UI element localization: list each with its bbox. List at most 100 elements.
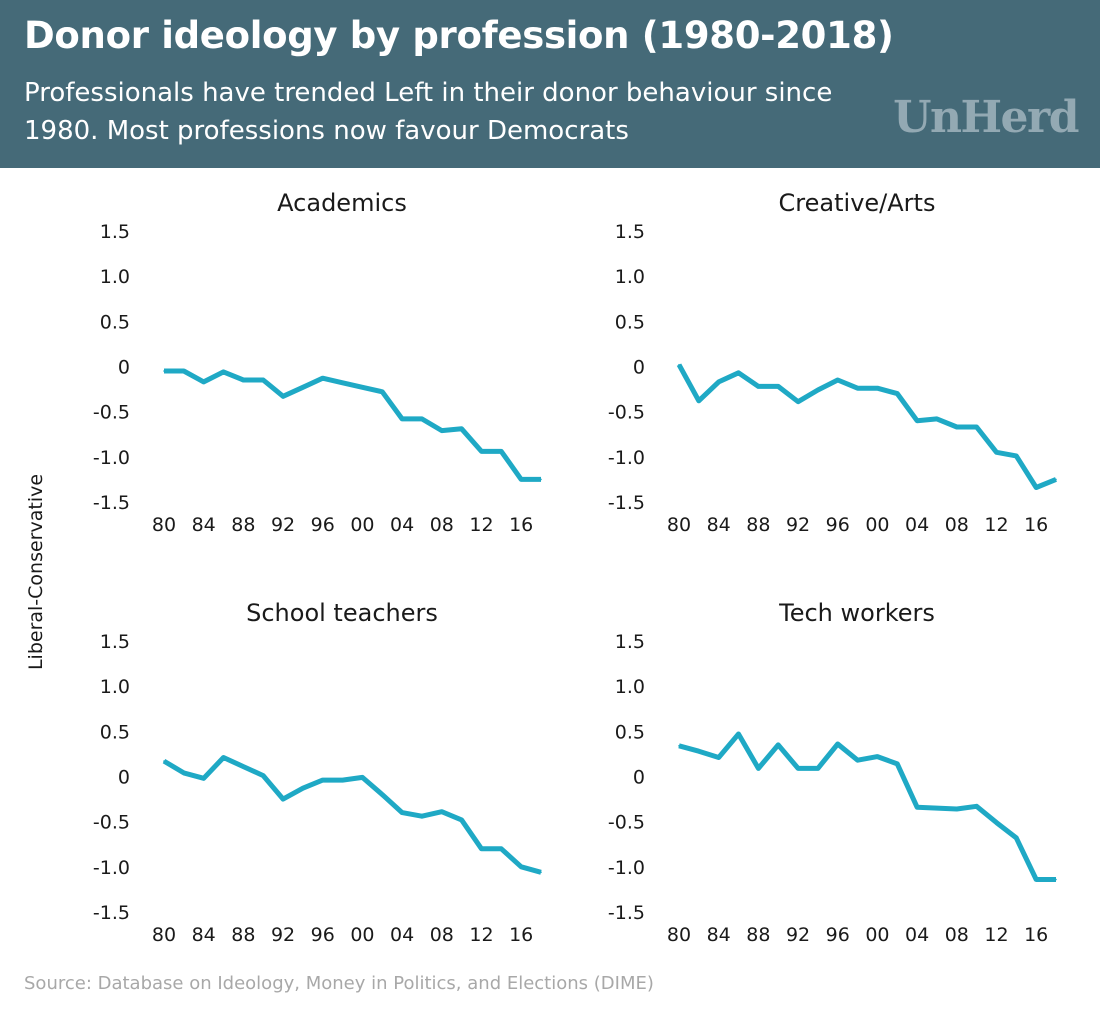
x-tick-label: 00 <box>350 514 374 536</box>
data-point <box>975 805 978 808</box>
y-axis-label: Liberal-Conservative <box>25 473 47 671</box>
data-point <box>1015 837 1018 839</box>
x-tick-label: 84 <box>707 514 731 536</box>
data-point <box>441 429 443 432</box>
y-tick-label: 0 <box>118 357 130 379</box>
data-point <box>836 743 839 745</box>
data-point <box>1055 878 1057 881</box>
data-point <box>381 793 384 796</box>
data-point <box>540 871 542 874</box>
y-tick-label: -1.5 <box>93 492 130 514</box>
data-point <box>975 426 978 428</box>
data-point <box>698 750 700 752</box>
y-tick-label: 1.0 <box>100 266 130 288</box>
y-tick-label: 1.5 <box>100 221 130 243</box>
data-point <box>421 418 423 420</box>
y-tick-label: 0.5 <box>615 721 645 743</box>
data-point <box>500 848 503 850</box>
data-point <box>817 767 819 770</box>
y-tick-label: 1.0 <box>615 676 645 698</box>
data-point <box>757 385 760 388</box>
y-tick-label: -1.5 <box>608 902 645 924</box>
data-point <box>222 371 225 373</box>
chart-title-academics: Academics <box>277 189 407 217</box>
data-point <box>262 379 264 381</box>
data-point <box>737 372 740 374</box>
y-tick-label: 0.5 <box>100 721 130 743</box>
data-point <box>757 767 760 770</box>
x-tick-label: 80 <box>667 924 691 946</box>
x-tick-label: 16 <box>509 514 533 536</box>
x-tick-label: 96 <box>311 924 335 946</box>
x-tick-label: 92 <box>271 514 295 536</box>
y-tick-label: 0 <box>633 767 645 789</box>
data-point <box>183 772 185 774</box>
data-point <box>817 389 819 391</box>
series-line-creative-arts <box>676 363 1057 490</box>
x-tick-label: 88 <box>231 924 255 946</box>
x-tick-label: 80 <box>152 924 176 946</box>
x-tick-label: 96 <box>826 924 850 946</box>
x-tick-label: 88 <box>746 924 770 946</box>
chart-svg-tech-workers: Tech workers 1.5 1.0 0.5 0 -0.5 -1.0 -1.5 80 84 88… <box>608 599 1057 946</box>
x-tick-label: 12 <box>984 514 1008 536</box>
data-point <box>856 759 859 761</box>
data-point <box>381 391 384 393</box>
x-tick-label: 08 <box>430 924 454 946</box>
data-point <box>1055 478 1057 481</box>
data-point <box>1035 878 1037 881</box>
data-point <box>460 428 463 430</box>
y-tick-label: -0.5 <box>93 812 130 834</box>
data-point <box>896 392 899 395</box>
chart-title-tech-workers: Tech workers <box>778 599 935 627</box>
data-point <box>956 426 958 428</box>
x-tick-label: 08 <box>430 514 454 536</box>
x-tick-label: 84 <box>192 924 216 946</box>
data-point <box>480 848 483 850</box>
x-tick-label: 96 <box>311 514 335 536</box>
x-tick-label: 12 <box>469 514 493 536</box>
data-point <box>678 363 680 366</box>
y-tick-label: -1.0 <box>93 857 130 879</box>
data-point <box>876 387 879 389</box>
data-point <box>876 755 879 758</box>
y-tick-label: -1.0 <box>93 447 130 469</box>
data-point <box>401 811 403 814</box>
chart-title-school-teachers: School teachers <box>246 599 438 627</box>
data-point <box>717 381 720 383</box>
y-tick-label: -1.0 <box>608 447 645 469</box>
data-point <box>480 450 483 453</box>
data-point <box>916 419 918 422</box>
data-point <box>956 808 958 810</box>
data-point <box>995 821 998 824</box>
data-point <box>302 386 304 389</box>
data-point <box>242 379 245 381</box>
x-tick-label: 08 <box>945 924 969 946</box>
data-point <box>421 815 423 817</box>
y-tick-label: 1.5 <box>615 631 645 653</box>
data-point <box>302 787 304 789</box>
data-point <box>460 819 463 821</box>
x-tick-label: 92 <box>271 924 295 946</box>
data-point <box>500 450 503 453</box>
x-tick-label: 04 <box>390 924 414 946</box>
data-point <box>321 377 324 379</box>
chart-svg-school-teachers: School teachers 1.5 1.0 0.5 0 -0.5 -1.0 -1.5 80 8… <box>93 599 542 946</box>
page-subtitle: Professionals have trended Left in their… <box>24 78 833 146</box>
x-tick-label: 80 <box>152 514 176 536</box>
data-point <box>797 767 799 770</box>
chart-title-creative-arts: Creative/Arts <box>779 189 936 217</box>
x-tick-label: 92 <box>786 924 810 946</box>
x-tick-label: 12 <box>984 924 1008 946</box>
data-point <box>361 386 364 389</box>
y-tick-label: 0 <box>118 767 130 789</box>
data-point <box>896 763 899 765</box>
data-point <box>540 478 542 481</box>
x-tick-label: 00 <box>865 924 889 946</box>
y-tick-label: -0.5 <box>93 402 130 424</box>
series-line-academics <box>164 368 541 482</box>
data-point <box>163 370 165 372</box>
y-tick-label: -1.0 <box>608 857 645 879</box>
y-tick-label: 0 <box>633 357 645 379</box>
y-tick-label: 0.5 <box>615 311 645 333</box>
